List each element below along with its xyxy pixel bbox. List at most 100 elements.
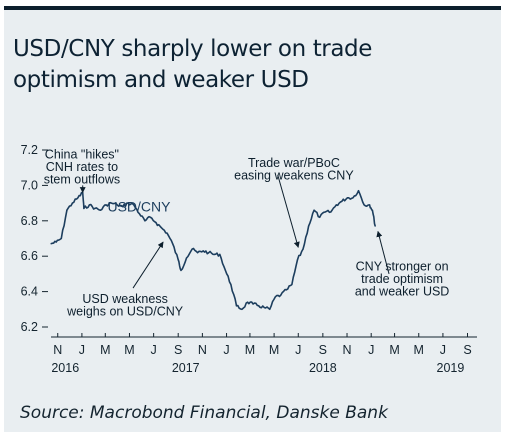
data-point <box>241 308 243 310</box>
data-point <box>60 237 62 240</box>
x-tick-label: N <box>198 343 207 357</box>
data-point <box>185 257 188 259</box>
data-point <box>274 296 276 298</box>
x-tick-label: S <box>463 343 471 357</box>
x-tick-label: J <box>151 343 157 357</box>
data-point <box>235 305 238 307</box>
y-tick-label: 6.8 <box>21 214 38 228</box>
x-tick-label: M <box>245 343 255 357</box>
data-point <box>133 204 135 206</box>
series-line-usdcny <box>50 189 376 311</box>
annotation-text: and weaker USD <box>355 284 450 298</box>
data-point <box>180 269 182 271</box>
y-tick-label: 7.2 <box>21 143 38 157</box>
data-point <box>197 252 199 254</box>
data-point <box>346 197 349 199</box>
x-year-label: 2016 <box>51 361 79 375</box>
x-tick-label: M <box>269 343 279 357</box>
x-tick-label: M <box>100 343 110 357</box>
data-point <box>357 190 360 192</box>
data-point <box>88 204 91 206</box>
annotation-text: China "hikes" <box>45 148 119 162</box>
chart-card: USD/CNY sharply lower on trade optimism … <box>4 6 501 432</box>
x-year-label: 2019 <box>437 361 465 375</box>
data-point <box>330 211 332 213</box>
data-point <box>371 209 373 211</box>
data-point <box>191 248 193 250</box>
x-tick-label: J <box>368 343 374 357</box>
data-point <box>122 206 124 208</box>
annotation-text: stem outflows <box>44 173 120 187</box>
data-point <box>291 283 293 286</box>
data-point <box>224 269 226 271</box>
x-tick-label: S <box>174 343 182 357</box>
data-point <box>94 207 96 210</box>
y-tick-label: 6.4 <box>21 285 38 299</box>
x-tick-label: M <box>414 343 424 357</box>
data-point <box>127 202 129 204</box>
x-tick-label: M <box>124 343 134 357</box>
data-point <box>116 204 118 206</box>
series-label: USD/CNY <box>107 199 171 215</box>
annotation-text: weighs on USD/CNY <box>66 305 184 319</box>
y-axis: 6.2 6.4 6.6 6.8 7.0 7.2 <box>21 143 48 334</box>
data-point <box>258 305 260 307</box>
x-tick-label: J <box>440 343 446 357</box>
data-point <box>55 241 57 243</box>
annotation-arrow <box>376 230 390 275</box>
x-tick-label: M <box>389 343 399 357</box>
title-line-2: optimism and weaker USD <box>13 67 309 93</box>
data-point <box>246 301 249 303</box>
y-tick-label: 6.6 <box>21 249 38 263</box>
data-point <box>285 289 287 291</box>
data-point <box>296 259 299 261</box>
data-point <box>172 243 174 245</box>
x-tick-label: J <box>223 343 229 357</box>
annotation-text: easing weakens CNY <box>234 168 354 182</box>
source-note: Source: Macrobond Financial, Danske Bank <box>20 403 388 423</box>
data-point <box>269 308 271 310</box>
x-tick-label: N <box>343 343 352 357</box>
data-point <box>313 209 315 211</box>
data-point <box>263 306 265 309</box>
x-tick-label: N <box>53 343 62 357</box>
data-point <box>202 250 204 252</box>
data-point <box>363 204 365 206</box>
chart-title: USD/CNY sharply lower on trade optimism … <box>13 34 483 96</box>
title-line-1: USD/CNY sharply lower on trade <box>13 36 373 62</box>
data-point <box>319 216 321 218</box>
data-point <box>335 204 337 206</box>
x-tick-label: S <box>319 343 327 357</box>
data-point <box>280 294 282 296</box>
data-point <box>160 227 163 229</box>
data-point <box>99 209 102 211</box>
data-point <box>369 204 371 206</box>
data-point <box>352 197 354 199</box>
x-year-label: 2017 <box>172 361 200 375</box>
annotation-text: trade optimism <box>361 272 443 286</box>
y-tick-label: 6.2 <box>21 320 38 334</box>
data-point <box>177 259 179 261</box>
series-layer: USD/CNY <box>50 189 376 311</box>
data-point <box>252 303 254 305</box>
annotation-text: CNH rates to <box>46 160 118 174</box>
annotation-text: USD weakness <box>82 292 167 306</box>
data-point <box>149 216 152 218</box>
data-point <box>324 211 326 213</box>
data-point <box>302 248 304 250</box>
y-tick-label: 7.0 <box>21 178 38 192</box>
data-point <box>219 253 221 256</box>
annotation-text: CNY stronger on <box>356 259 449 273</box>
x-tick-label: J <box>79 343 85 357</box>
data-point <box>50 243 52 245</box>
x-year-label: 2018 <box>309 361 337 375</box>
data-point <box>230 283 232 286</box>
data-point <box>166 232 168 234</box>
data-point <box>111 202 113 204</box>
data-point <box>77 197 79 199</box>
annotation-arrow <box>132 241 164 289</box>
data-point <box>66 209 68 211</box>
data-point <box>138 213 140 215</box>
